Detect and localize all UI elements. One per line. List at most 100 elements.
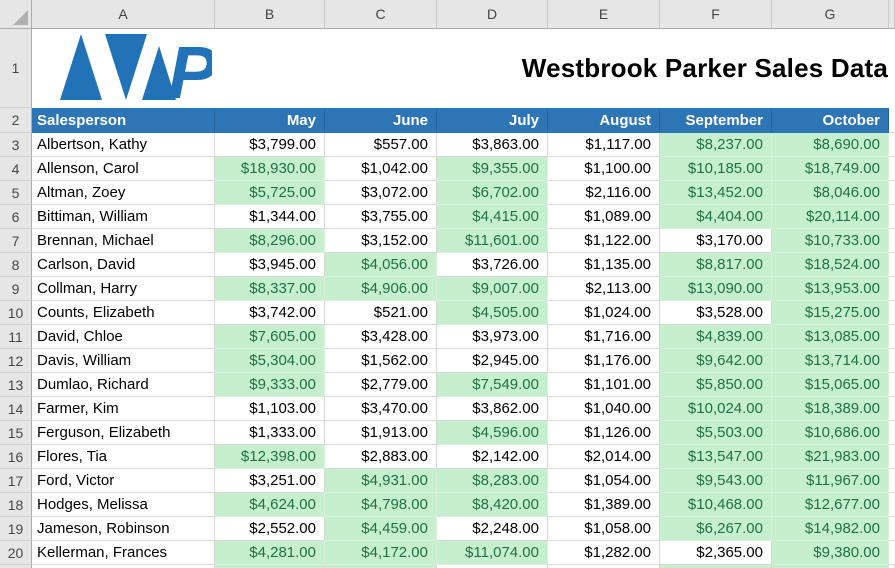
sales-value-cell[interactable]: $1,100.00 [548,157,660,181]
sales-value-cell[interactable]: $4,415.00 [437,205,548,229]
sales-value-cell[interactable]: $13,547.00 [660,445,772,469]
column-header-C[interactable]: C [325,0,437,28]
row-number[interactable]: 11 [0,325,32,349]
sales-value-cell[interactable]: $2,113.00 [548,277,660,301]
header-cell-june[interactable]: June [325,108,437,133]
row-number[interactable]: 3 [0,133,32,157]
sales-value-cell[interactable]: $3,863.00 [437,133,548,157]
sales-value-cell[interactable]: $3,755.00 [325,205,437,229]
row-number[interactable]: 8 [0,253,32,277]
sales-value-cell[interactable]: $9,355.00 [437,157,548,181]
row-number[interactable]: 2 [0,108,32,133]
sales-value-cell[interactable]: $557.00 [325,133,437,157]
salesperson-cell[interactable]: Jameson, Robinson [32,517,215,541]
sales-value-cell[interactable]: $4,172.00 [325,541,437,565]
sales-value-cell[interactable]: $4,056.00 [325,253,437,277]
column-header-D[interactable]: D [437,0,548,28]
sales-value-cell[interactable]: $3,428.00 [325,325,437,349]
sales-value-cell[interactable]: $1,058.00 [548,517,660,541]
sales-value-cell[interactable]: $5,850.00 [660,373,772,397]
sales-value-cell[interactable]: $4,798.00 [325,493,437,517]
sales-value-cell[interactable]: $1,344.00 [215,205,325,229]
sales-value-cell[interactable]: $4,624.00 [215,493,325,517]
sales-value-cell[interactable]: $18,749.00 [772,157,889,181]
sales-value-cell[interactable]: $8,296.00 [215,229,325,253]
column-header-F[interactable]: F [660,0,772,28]
salesperson-cell[interactable]: Davis, William [32,349,215,373]
sales-value-cell[interactable]: $2,116.00 [548,181,660,205]
salesperson-cell[interactable]: Flores, Tia [32,445,215,469]
sales-value-cell[interactable]: $1,135.00 [548,253,660,277]
sales-value-cell[interactable]: $20,114.00 [772,205,889,229]
sales-value-cell[interactable]: $12,398.00 [215,445,325,469]
sales-value-cell[interactable]: $1,562.00 [325,349,437,373]
row-number[interactable]: 1 [0,29,32,108]
sales-value-cell[interactable]: $13,452.00 [660,181,772,205]
sales-value-cell[interactable]: $8,237.00 [660,133,772,157]
row-number[interactable]: 4 [0,157,32,181]
sales-value-cell[interactable]: $9,543.00 [660,469,772,493]
sales-value-cell[interactable]: $12,677.00 [772,493,889,517]
salesperson-cell[interactable]: Brennan, Michael [32,229,215,253]
sales-value-cell[interactable]: $18,389.00 [772,397,889,421]
row-number[interactable]: 9 [0,277,32,301]
column-header-E[interactable]: E [548,0,660,28]
row-number[interactable]: 19 [0,517,32,541]
sales-value-cell[interactable]: $1,103.00 [215,397,325,421]
sales-value-cell[interactable]: $2,014.00 [548,445,660,469]
sales-value-cell[interactable]: $13,090.00 [660,277,772,301]
sales-value-cell[interactable]: $3,072.00 [325,181,437,205]
sales-value-cell[interactable]: $1,101.00 [548,373,660,397]
salesperson-cell[interactable]: Dumlao, Richard [32,373,215,397]
sales-value-cell[interactable]: $3,470.00 [325,397,437,421]
sales-value-cell[interactable]: $1,389.00 [548,493,660,517]
row-number[interactable]: 12 [0,349,32,373]
sales-value-cell[interactable]: $4,505.00 [437,301,548,325]
row-number[interactable]: 7 [0,229,32,253]
sales-value-cell[interactable]: $4,281.00 [215,541,325,565]
sales-value-cell[interactable]: $11,074.00 [437,541,548,565]
salesperson-cell[interactable]: Albertson, Kathy [32,133,215,157]
sales-value-cell[interactable]: $1,716.00 [548,325,660,349]
sales-value-cell[interactable]: $1,040.00 [548,397,660,421]
sales-value-cell[interactable]: $5,503.00 [660,421,772,445]
sales-value-cell[interactable]: $1,282.00 [548,541,660,565]
salesperson-cell[interactable]: David, Chloe [32,325,215,349]
row-number[interactable]: 16 [0,445,32,469]
sales-value-cell[interactable]: $8,283.00 [437,469,548,493]
salesperson-cell[interactable]: Ford, Victor [32,469,215,493]
sales-value-cell[interactable]: $5,725.00 [215,181,325,205]
salesperson-cell[interactable]: Farmer, Kim [32,397,215,421]
column-header-A[interactable]: A [32,0,215,28]
row-number[interactable]: 10 [0,301,32,325]
sales-value-cell[interactable]: $18,930.00 [215,157,325,181]
header-cell-october[interactable]: October [772,108,889,133]
sales-value-cell[interactable]: $1,089.00 [548,205,660,229]
sales-value-cell[interactable]: $5,304.00 [215,349,325,373]
sales-value-cell[interactable]: $1,117.00 [548,133,660,157]
header-cell-august[interactable]: August [548,108,660,133]
sales-value-cell[interactable]: $13,085.00 [772,325,889,349]
sales-value-cell[interactable]: $13,953.00 [772,277,889,301]
row-number[interactable]: 6 [0,205,32,229]
sales-value-cell[interactable]: $4,404.00 [660,205,772,229]
sales-value-cell[interactable]: $3,862.00 [437,397,548,421]
sales-value-cell[interactable]: $10,024.00 [660,397,772,421]
sales-value-cell[interactable]: $15,065.00 [772,373,889,397]
row-number[interactable]: 20 [0,541,32,565]
sales-value-cell[interactable]: $6,702.00 [437,181,548,205]
sales-value-cell[interactable]: $9,007.00 [437,277,548,301]
sales-value-cell[interactable]: $3,152.00 [325,229,437,253]
sales-value-cell[interactable]: $1,024.00 [548,301,660,325]
sales-value-cell[interactable]: $1,333.00 [215,421,325,445]
sales-value-cell[interactable]: $521.00 [325,301,437,325]
header-cell-july[interactable]: July [437,108,548,133]
sales-value-cell[interactable]: $4,931.00 [325,469,437,493]
title-cell[interactable]: P Westbrook Parker Sales Data [32,29,895,108]
sales-value-cell[interactable]: $3,251.00 [215,469,325,493]
salesperson-cell[interactable]: Altman, Zoey [32,181,215,205]
sales-value-cell[interactable]: $1,042.00 [325,157,437,181]
sales-value-cell[interactable]: $1,126.00 [548,421,660,445]
sales-value-cell[interactable]: $4,839.00 [660,325,772,349]
sales-value-cell[interactable]: $11,601.00 [437,229,548,253]
